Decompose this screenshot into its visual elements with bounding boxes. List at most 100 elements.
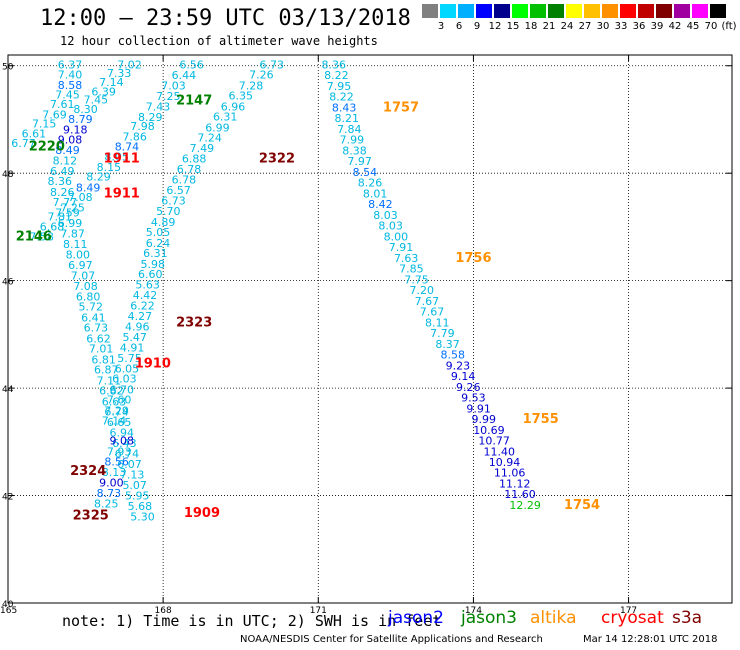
swh-value: 8.37 xyxy=(435,338,460,351)
swh-value: 4.89 xyxy=(151,216,176,229)
swh-value: 5.70 xyxy=(156,205,181,218)
swh-value: 6.56 xyxy=(179,58,204,71)
swh-value: 5.75 xyxy=(117,352,142,365)
swh-value: 6.87 xyxy=(94,364,119,377)
swh-value: 7.11 xyxy=(97,374,122,387)
scale-swatch xyxy=(422,4,438,18)
swh-value: 7.43 xyxy=(146,100,171,113)
swh-value: 6.97 xyxy=(68,259,93,272)
pass-label: 2220 xyxy=(29,140,65,155)
pass-label: 2322 xyxy=(259,151,295,166)
swh-value: 7.20 xyxy=(409,284,434,297)
swh-value: 6.73 xyxy=(84,322,109,335)
swh-value: 7.33 xyxy=(107,67,132,80)
swh-value: 8.74 xyxy=(115,141,140,154)
swh-value: 6.37 xyxy=(58,58,83,71)
swh-value: 8.15 xyxy=(97,161,122,174)
scale-label: 3 xyxy=(437,21,445,32)
pass-label: 1910 xyxy=(135,357,171,372)
swh-value: 6.77 xyxy=(11,137,36,150)
swh-value: 11.12 xyxy=(499,477,531,490)
swh-value: 6.39 xyxy=(91,85,116,98)
pass-label: 1757 xyxy=(383,100,419,115)
swh-value: 7.75 xyxy=(404,273,429,286)
swh-value: 9.53 xyxy=(461,392,486,405)
swh-value: 8.56 xyxy=(104,455,129,468)
swh-value: 6.43 xyxy=(112,437,137,450)
pass-label: 2147 xyxy=(176,93,212,108)
scale-label: 30 xyxy=(596,21,610,32)
scale-swatch xyxy=(692,4,708,18)
pass-label: 1756 xyxy=(455,251,491,266)
page-subtitle: 12 hour collection of altimeter wave hei… xyxy=(60,34,378,48)
scale-swatch xyxy=(566,4,582,18)
swh-value: 6.31 xyxy=(143,247,168,260)
swh-value: 8.25 xyxy=(94,497,119,510)
swh-value: 7.15 xyxy=(32,118,57,131)
scale-swatch xyxy=(440,4,456,18)
swh-value: 5.98 xyxy=(141,258,166,271)
scale-swatch xyxy=(674,4,690,18)
swh-value: 7.77 xyxy=(53,196,78,209)
swh-value: 9.08 xyxy=(110,435,135,448)
swh-value: 8.49 xyxy=(76,181,101,194)
swh-value: 6.63 xyxy=(102,395,127,408)
page-title: 12:00 – 23:59 UTC 03/13/2018 xyxy=(40,6,411,31)
swh-value: 6.31 xyxy=(213,111,238,124)
swh-value: 7.79 xyxy=(430,327,455,340)
swh-value: 7.67 xyxy=(415,295,440,308)
swh-value: 8.73 xyxy=(97,487,122,500)
map-frame xyxy=(7,54,733,604)
swh-value: 7.58 xyxy=(29,230,54,243)
footer-note: note: 1) Time is in UTC; 2) SWH is in fe… xyxy=(62,612,442,630)
swh-value: 9.26 xyxy=(456,381,481,394)
swh-value: 8.03 xyxy=(378,220,403,233)
lon-tick-label: 174 xyxy=(465,606,482,616)
swh-value: 6.57 xyxy=(166,184,191,197)
scale-swatch xyxy=(494,4,510,18)
swh-value: 7.13 xyxy=(120,468,145,481)
swh-value: 5.47 xyxy=(122,331,147,344)
color-scale-legend: 3 6 9 12 15 18 21 24 27 30 33 36 39 42 45 70 (ft) xyxy=(422,4,737,34)
scale-label: 42 xyxy=(668,21,682,32)
lat-tick-label: 48 xyxy=(2,170,14,180)
swh-value: 7.14 xyxy=(102,415,127,428)
scale-label: 27 xyxy=(578,21,592,32)
swh-value: 10.94 xyxy=(489,456,521,469)
swh-value: 6.74 xyxy=(115,447,140,460)
swh-value: 7.01 xyxy=(89,343,114,356)
swh-value: 10.77 xyxy=(478,435,510,448)
swh-value: 8.22 xyxy=(324,69,349,82)
swh-value: 6.60 xyxy=(138,268,163,281)
scale-label: (ft) xyxy=(721,21,737,32)
swh-value: 7.14 xyxy=(99,76,124,89)
swh-value: 8.00 xyxy=(384,230,409,243)
scale-swatch xyxy=(620,4,636,18)
swh-value: 8.38 xyxy=(342,144,367,157)
swh-value: 7.60 xyxy=(107,394,132,407)
swh-value: 9.08 xyxy=(58,134,83,147)
swh-value: 8.58 xyxy=(58,79,83,92)
scale-label: 12 xyxy=(488,21,502,32)
swh-value: 7.08 xyxy=(68,191,93,204)
swh-value: 7.24 xyxy=(197,131,222,144)
swh-value: 8.21 xyxy=(334,112,359,125)
scale-swatch xyxy=(530,4,546,18)
swh-value: 6.35 xyxy=(228,90,253,103)
swh-value: 6.78 xyxy=(172,173,197,186)
swh-value: 7.08 xyxy=(73,280,98,293)
pass-label: 1909 xyxy=(184,506,220,521)
swh-value: 8.26 xyxy=(50,186,75,199)
swh-value: 11.40 xyxy=(484,445,516,458)
pass-label: 2323 xyxy=(176,315,212,330)
swh-value: 7.67 xyxy=(420,306,445,319)
swh-value: 8.26 xyxy=(358,177,383,190)
swh-value: 5.30 xyxy=(130,510,155,523)
timestamp-text: Mar 14 12:28:01 UTC 2018 xyxy=(583,634,718,645)
scale-swatch xyxy=(548,4,564,18)
scale-swatch xyxy=(638,4,654,18)
swh-value: 6.22 xyxy=(130,300,155,313)
scale-swatch xyxy=(512,4,528,18)
scale-swatch xyxy=(710,4,726,18)
